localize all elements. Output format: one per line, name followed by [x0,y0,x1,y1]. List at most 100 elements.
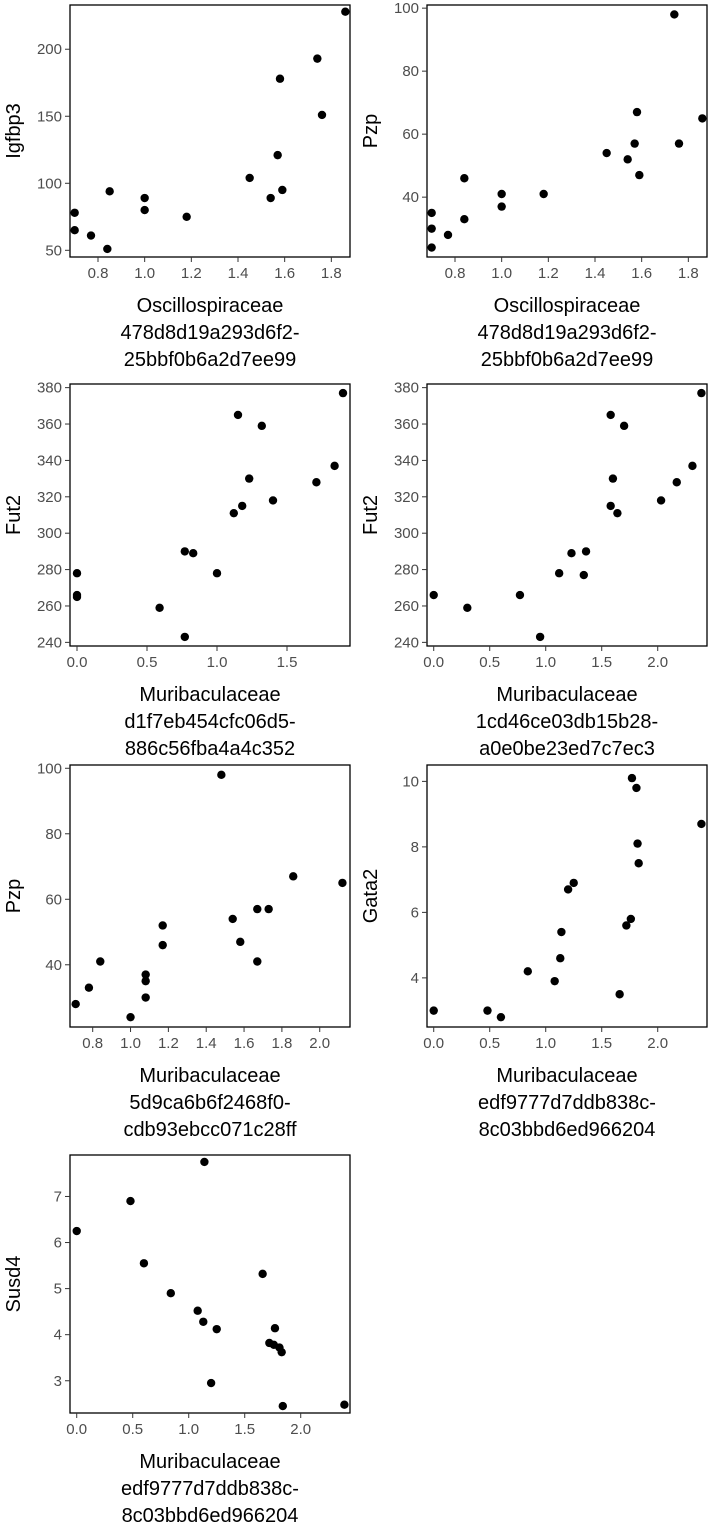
data-point [238,501,247,511]
data-point [96,957,105,966]
y-tick-label: 380 [394,380,419,397]
x-tick-label: 0.8 [445,265,466,282]
data-point [429,1006,438,1015]
data-point [634,859,643,868]
data-point [270,1324,280,1333]
x-tick-label: 1.2 [538,265,559,282]
data-point [155,603,164,612]
data-point [313,54,322,63]
plot-frame [69,1154,351,1414]
chart-panel-4: 0.0 0.5 1.0 1.5 2.0 240 260 280 300 320 340 360 380 F… [360,380,708,760]
data-point [515,590,525,600]
x-axis-title-line: d1f7eb454cfc06d5- [124,711,295,733]
y-tick-label: 300 [394,525,419,542]
x-tick-label: 1.6 [234,1035,255,1052]
x-axis-title-line: 8c03bbd6ed966204 [479,1119,656,1141]
data-point [72,1226,81,1236]
data-point [463,603,472,612]
x-tick-label: 1.5 [591,1035,612,1052]
data-point [158,940,167,950]
data-point [70,208,79,217]
data-point [245,474,254,483]
y-axis-title: Igfbp3 [3,103,25,159]
data-point [212,569,222,578]
y-axis-title: Susd4 [3,1256,25,1313]
data-point [258,1269,267,1279]
x-tick-label: 1.5 [277,654,298,671]
data-point [626,914,636,924]
y-tick-label: 360 [37,416,62,433]
x-tick-label: 1.0 [178,1421,199,1438]
data-point [140,205,149,215]
data-point [581,547,591,556]
data-point [429,590,438,600]
x-tick-label: 1.4 [228,265,249,282]
data-point [257,421,266,431]
data-point [563,885,573,894]
x-axis-title-line: Muribaculaceae [496,684,637,706]
y-tick-label: 240 [394,634,419,651]
data-point [268,496,278,505]
data-point [632,783,641,793]
data-point [126,1196,135,1206]
data-point [236,937,245,947]
y-tick-label: 200 [37,41,62,58]
data-point [126,1012,135,1022]
x-axis-title-line: Muribaculaceae [496,1065,637,1087]
x-tick-label: 0.0 [423,654,444,671]
data-point [557,927,566,937]
y-tick-label: 40 [402,189,419,206]
y-tick-label: 50 [45,242,62,259]
chart-panel-7: 0.0 0.5 1.0 1.5 2.0 3 4 5 6 7 Susd4 Muribaculaceae e… [3,1154,351,1527]
x-tick-label: 1.0 [207,654,228,671]
y-tick-label: 280 [394,562,419,579]
data-point [615,990,624,999]
data-point [141,993,150,1002]
x-tick-label: 1.2 [181,265,202,282]
data-point [199,1317,208,1326]
data-point [338,388,348,398]
y-tick-label: 260 [37,598,62,615]
y-axis-title: Fut2 [3,495,25,535]
data-point [697,388,706,398]
data-point [623,155,632,164]
data-point [206,1378,216,1388]
x-tick-label: 0.5 [479,1035,500,1052]
x-axis-title-line: edf9777d7ddb838c- [478,1092,656,1114]
x-axis-title-line: Muribaculaceae [139,1451,280,1473]
data-point [253,957,262,966]
x-tick-label: 1.5 [591,654,612,671]
x-tick-label: 1.8 [678,265,699,282]
data-point [338,878,347,888]
y-tick-label: 60 [402,126,419,143]
data-point [212,1324,221,1334]
y-tick-label: 40 [45,957,62,974]
data-point [427,208,436,218]
data-point [289,872,298,881]
data-point [266,193,275,203]
data-point [86,231,96,240]
x-tick-label: 1.2 [158,1035,179,1052]
data-point [443,230,453,240]
chart-panel-2: 0.8 1.0 1.2 1.4 1.6 1.8 40 60 80 100 Pzp Oscillospi… [360,0,708,371]
x-axis-title-line: 1cd46ce03db15b28- [476,711,658,733]
x-tick-label: 1.5 [234,1421,255,1438]
plot-frame [426,383,708,647]
data-point [253,904,262,914]
y-tick-label: 6 [54,1235,62,1252]
x-tick-label: 0.5 [122,1421,143,1438]
x-tick-label: 1.0 [535,654,556,671]
y-axis-title: Pzp [360,114,382,148]
y-tick-label: 4 [411,970,419,987]
data-point [579,570,588,580]
x-axis-title-line: 478d8d19a293d6f2- [120,322,299,344]
x-tick-label: 1.0 [535,1035,556,1052]
y-tick-label: 280 [37,562,62,579]
data-point [613,508,622,518]
x-tick-label: 2.0 [647,654,668,671]
plot-frame [69,383,351,647]
x-axis-title-line: Muribaculaceae [139,1065,280,1087]
x-tick-label: 1.8 [271,1035,292,1052]
data-point [627,773,637,783]
x-axis-title-line: a0e0be23ed7c7ec3 [479,738,655,760]
